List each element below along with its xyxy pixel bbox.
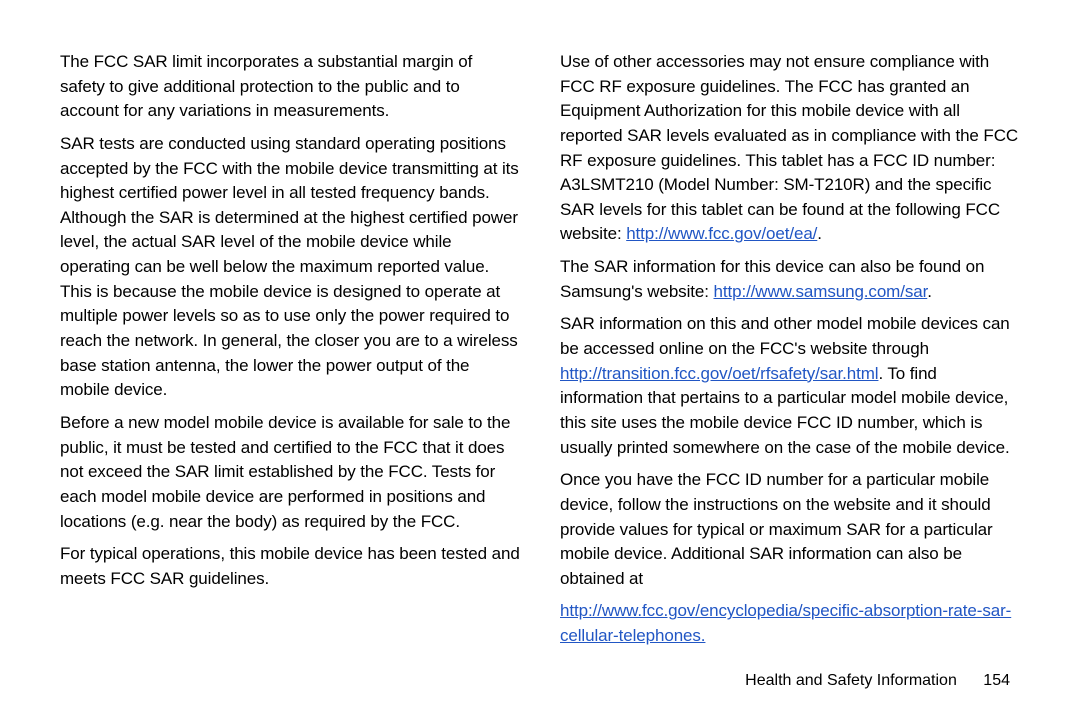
page: The FCC SAR limit incorporates a substan… bbox=[0, 0, 1080, 720]
body-text: SAR information on this and other model … bbox=[560, 314, 1010, 358]
body-paragraph: SAR information on this and other model … bbox=[560, 312, 1020, 460]
body-paragraph: Before a new model mobile device is avai… bbox=[60, 411, 520, 534]
body-paragraph: The SAR information for this device can … bbox=[560, 255, 1020, 304]
page-footer: Health and Safety Information 154 bbox=[745, 672, 1010, 690]
body-text: . bbox=[927, 282, 932, 301]
body-paragraph: For typical operations, this mobile devi… bbox=[60, 542, 520, 591]
body-text: . bbox=[817, 224, 822, 243]
samsung-sar-link[interactable]: http://www.samsung.com/sar bbox=[713, 282, 927, 301]
footer-section-title: Health and Safety Information bbox=[745, 672, 957, 689]
fcc-encyclopedia-link[interactable]: http://www.fcc.gov/encyclopedia/specific… bbox=[560, 601, 1011, 645]
body-paragraph: http://www.fcc.gov/encyclopedia/specific… bbox=[560, 599, 1020, 648]
page-number: 154 bbox=[983, 672, 1010, 689]
body-text: Use of other accessories may not ensure … bbox=[560, 52, 1018, 243]
body-paragraph: Once you have the FCC ID number for a pa… bbox=[560, 468, 1020, 591]
left-column: The FCC SAR limit incorporates a substan… bbox=[60, 50, 520, 690]
body-paragraph: The FCC SAR limit incorporates a substan… bbox=[60, 50, 520, 124]
fcc-transition-link[interactable]: http://transition.fcc.gov/oet/rfsafety/s… bbox=[560, 364, 878, 383]
body-paragraph: Use of other accessories may not ensure … bbox=[560, 50, 1020, 247]
right-column: Use of other accessories may not ensure … bbox=[560, 50, 1020, 690]
fcc-oet-link[interactable]: http://www.fcc.gov/oet/ea/ bbox=[626, 224, 817, 243]
body-paragraph: SAR tests are conducted using standard o… bbox=[60, 132, 520, 403]
